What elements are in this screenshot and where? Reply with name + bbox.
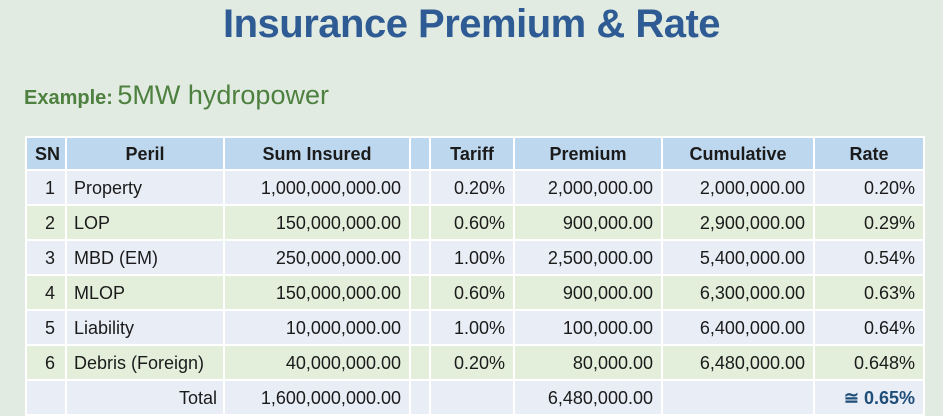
header-sum-insured: Sum Insured (223, 136, 411, 171)
cell-peril: Property (65, 169, 225, 206)
cell-rate: 0.63% (813, 274, 925, 311)
cell-cumulative: 2,000,000.00 (661, 169, 815, 206)
cell-spacer (409, 309, 431, 346)
table-row: 4 MLOP 150,000,000.00 0.60% 900,000.00 6… (25, 274, 925, 311)
cell-spacer (409, 169, 431, 206)
cell-rate: 0.20% (813, 169, 925, 206)
cell-rate: 0.29% (813, 204, 925, 241)
cell-sn: 2 (25, 204, 67, 241)
table-header: SN Peril Sum Insured Tariff Premium Cumu… (25, 136, 925, 171)
cell-premium: 80,000.00 (513, 344, 663, 381)
total-premium: 6,480,000.00 (513, 379, 663, 416)
cell-tariff: 1.00% (429, 309, 515, 346)
total-label: Total (65, 379, 225, 416)
cell-spacer (409, 239, 431, 276)
header-cumulative: Cumulative (661, 136, 815, 171)
cell-sum-insured: 150,000,000.00 (223, 274, 411, 311)
cell-cumulative: 2,900,000.00 (661, 204, 815, 241)
cell-sum-insured: 10,000,000.00 (223, 309, 411, 346)
cell-sum-insured: 40,000,000.00 (223, 344, 411, 381)
cell-sum-insured: 250,000,000.00 (223, 239, 411, 276)
cell-rate: 0.54% (813, 239, 925, 276)
total-cumulative (661, 379, 815, 416)
cell-spacer (409, 274, 431, 311)
cell-sn: 5 (25, 309, 67, 346)
header-rate: Rate (813, 136, 925, 171)
cell-cumulative: 6,400,000.00 (661, 309, 815, 346)
cell-premium: 100,000.00 (513, 309, 663, 346)
cell-sn (25, 379, 67, 416)
cell-peril: MLOP (65, 274, 225, 311)
cell-sn: 4 (25, 274, 67, 311)
header-premium: Premium (513, 136, 663, 171)
cell-cumulative: 5,400,000.00 (661, 239, 815, 276)
insurance-premium-table: SN Peril Sum Insured Tariff Premium Cumu… (25, 136, 925, 416)
cell-premium: 2,500,000.00 (513, 239, 663, 276)
total-rate: ≅ 0.65% (813, 379, 925, 416)
cell-peril: MBD (EM) (65, 239, 225, 276)
table-row: 2 LOP 150,000,000.00 0.60% 900,000.00 2,… (25, 204, 925, 241)
cell-spacer (409, 344, 431, 381)
header-tariff: Tariff (429, 136, 515, 171)
cell-tariff: 0.20% (429, 169, 515, 206)
header-sn: SN (25, 136, 67, 171)
cell-sum-insured: 1,000,000,000.00 (223, 169, 411, 206)
cell-tariff: 0.20% (429, 344, 515, 381)
cell-spacer (409, 204, 431, 241)
table-row: 3 MBD (EM) 250,000,000.00 1.00% 2,500,00… (25, 239, 925, 276)
cell-cumulative: 6,480,000.00 (661, 344, 815, 381)
cell-sn: 6 (25, 344, 67, 381)
cell-peril: Liability (65, 309, 225, 346)
total-tariff (429, 379, 515, 416)
table-row: 1 Property 1,000,000,000.00 0.20% 2,000,… (25, 169, 925, 206)
cell-sum-insured: 150,000,000.00 (223, 204, 411, 241)
cell-sn: 3 (25, 239, 67, 276)
cell-rate: 0.648% (813, 344, 925, 381)
cell-premium: 900,000.00 (513, 204, 663, 241)
cell-tariff: 0.60% (429, 204, 515, 241)
cell-premium: 2,000,000.00 (513, 169, 663, 206)
table-row: 5 Liability 10,000,000.00 1.00% 100,000.… (25, 309, 925, 346)
header-row: SN Peril Sum Insured Tariff Premium Cumu… (25, 136, 925, 171)
header-peril: Peril (65, 136, 225, 171)
cell-spacer (409, 379, 431, 416)
total-sum-insured: 1,600,000,000.00 (223, 379, 411, 416)
example-line: Example: 5MW hydropower (24, 80, 329, 111)
cell-premium: 900,000.00 (513, 274, 663, 311)
table-row: 6 Debris (Foreign) 40,000,000.00 0.20% 8… (25, 344, 925, 381)
example-value: 5MW hydropower (117, 80, 329, 110)
cell-cumulative: 6,300,000.00 (661, 274, 815, 311)
cell-tariff: 0.60% (429, 274, 515, 311)
page-title: Insurance Premium & Rate (222, 2, 721, 46)
cell-tariff: 1.00% (429, 239, 515, 276)
header-spacer (409, 136, 431, 171)
total-row: Total 1,600,000,000.00 6,480,000.00 ≅ 0.… (25, 379, 925, 416)
cell-peril: Debris (Foreign) (65, 344, 225, 381)
cell-peril: LOP (65, 204, 225, 241)
example-label: Example: (24, 87, 113, 109)
cell-rate: 0.64% (813, 309, 925, 346)
cell-sn: 1 (25, 169, 67, 206)
